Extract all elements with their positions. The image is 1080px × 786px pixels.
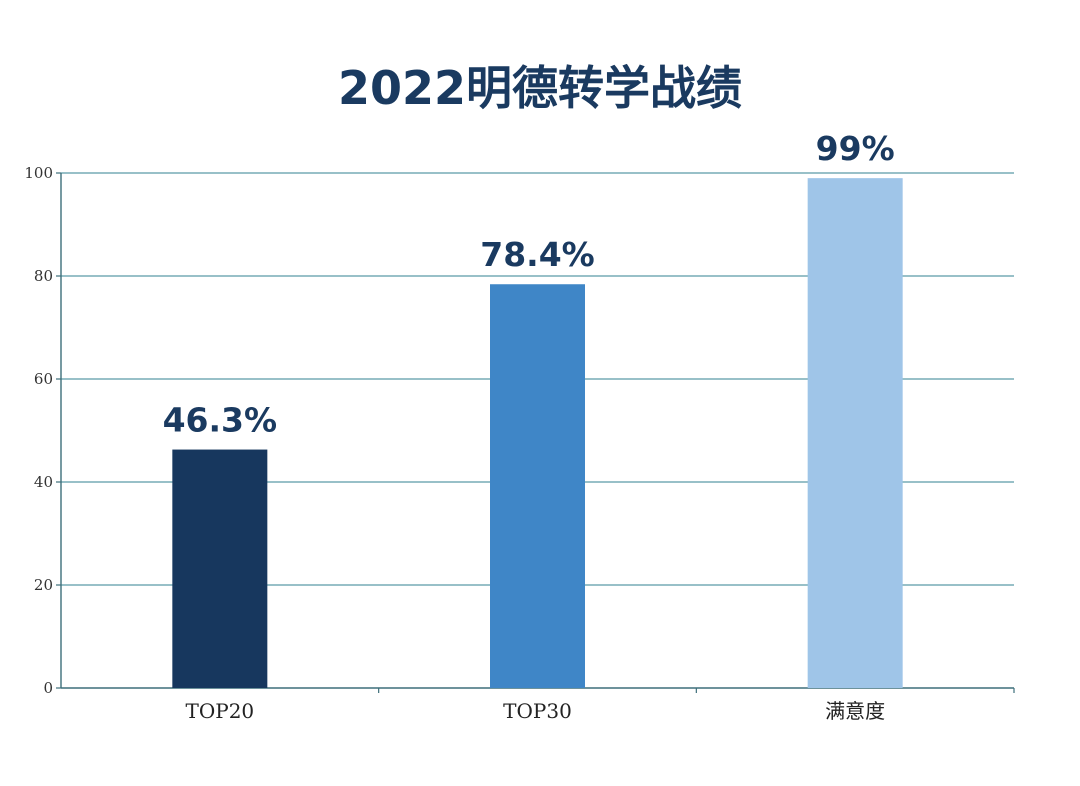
y-tick-label: 60 — [34, 370, 53, 388]
y-tick-label: 0 — [43, 679, 53, 697]
bar-0 — [172, 449, 268, 688]
x-tick-label: TOP20 — [186, 699, 255, 723]
y-tick-label: 100 — [24, 164, 53, 182]
y-tick-label: 20 — [34, 576, 53, 594]
labels: 0 20 40 60 80 100 46.3% TOP20 78.4% TOP30 99% 满意度 — [24, 129, 894, 723]
bar-1 — [490, 284, 585, 688]
data-label: 78.4% — [480, 235, 595, 274]
y-tick-label: 80 — [34, 267, 53, 285]
x-tick-label: 满意度 — [825, 699, 885, 723]
x-tick-label: TOP30 — [503, 699, 572, 723]
data-label: 99% — [816, 129, 895, 168]
chart-title: 2022明德转学战绩 — [337, 61, 743, 115]
data-label: 46.3% — [163, 401, 278, 440]
bars — [172, 178, 903, 688]
y-tick-label: 40 — [34, 473, 53, 491]
bar-2 — [807, 178, 903, 688]
